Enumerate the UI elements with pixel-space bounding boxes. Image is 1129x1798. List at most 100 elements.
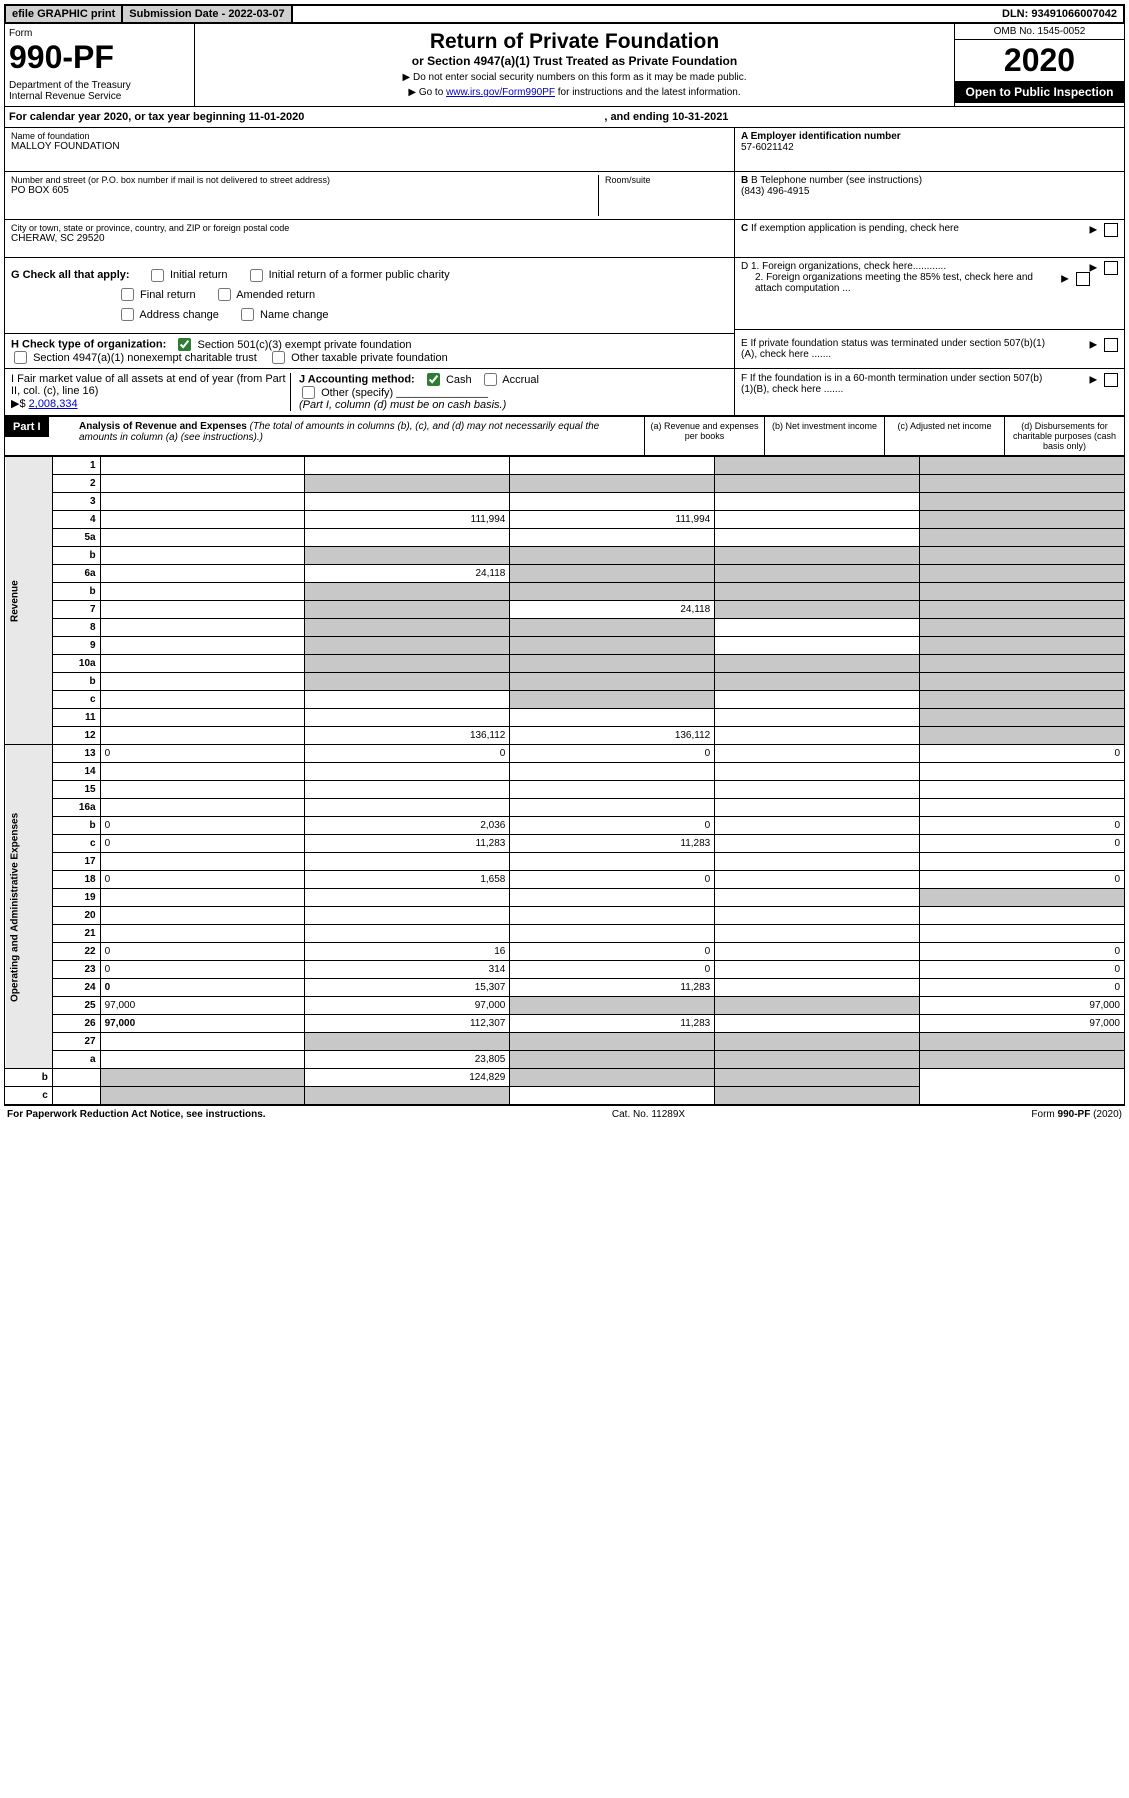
g-amended[interactable]: Amended return (215, 289, 315, 301)
table-row: 2201600 (5, 943, 1125, 961)
f-checkbox[interactable] (1104, 373, 1118, 387)
g-initial-former[interactable]: Initial return of a former public charit… (247, 269, 450, 281)
part1-header: Part I Analysis of Revenue and Expenses … (4, 416, 1125, 456)
section-f: F If the foundation is in a 60-month ter… (734, 369, 1124, 415)
table-row: 2597,00097,00097,000 (5, 997, 1125, 1015)
line-desc (100, 709, 305, 727)
line-number: 19 (52, 889, 100, 907)
cell-a (305, 853, 510, 871)
table-row: 8 (5, 619, 1125, 637)
cell-a (305, 529, 510, 547)
cell-a: 0 (305, 745, 510, 763)
line-desc (52, 1069, 100, 1087)
cell-a: 314 (305, 961, 510, 979)
cell-c (715, 781, 920, 799)
g-final[interactable]: Final return (118, 289, 196, 301)
line-desc (100, 889, 305, 907)
d1: D 1. Foreign organizations, check here..… (741, 261, 1051, 272)
cell-b (510, 691, 715, 709)
cell-d (920, 907, 1125, 925)
table-row: b (5, 583, 1125, 601)
table-row: c011,28311,2830 (5, 835, 1125, 853)
cell-b (510, 781, 715, 799)
cell-a: 15,307 (305, 979, 510, 997)
table-row: 14 (5, 763, 1125, 781)
cell-a (305, 637, 510, 655)
cell-b (510, 529, 715, 547)
cell-b: 11,283 (510, 1015, 715, 1033)
line-desc (100, 511, 305, 529)
line-number: 26 (52, 1015, 100, 1033)
cell-a (305, 475, 510, 493)
city: CHERAW, SC 29520 (11, 233, 728, 244)
j-other[interactable]: Other (specify) (299, 387, 393, 399)
line-number: 3 (52, 493, 100, 511)
cell-b: 11,283 (510, 979, 715, 997)
d2-checkbox[interactable] (1076, 272, 1090, 286)
cell-c (715, 493, 920, 511)
g-address[interactable]: Address change (118, 309, 219, 321)
line-desc: 0 (100, 943, 305, 961)
cell-b (510, 475, 715, 493)
cell-c (715, 799, 920, 817)
line-desc (100, 619, 305, 637)
g-initial[interactable]: Initial return (148, 269, 228, 281)
phone-label: B B Telephone number (see instructions) (741, 175, 1118, 186)
tax-year: 2020 (955, 40, 1124, 81)
cell-a (305, 925, 510, 943)
irs-link[interactable]: www.irs.gov/Form990PF (446, 87, 555, 98)
line-number: 11 (52, 709, 100, 727)
table-row: 4111,994111,994 (5, 511, 1125, 529)
cell-c (715, 817, 920, 835)
cell-d (920, 727, 1125, 745)
cell-c (715, 889, 920, 907)
cell-d (920, 547, 1125, 565)
table-row: 11 (5, 709, 1125, 727)
line-number: 7 (52, 601, 100, 619)
cell-a: 97,000 (305, 997, 510, 1015)
line-desc (100, 673, 305, 691)
cell-d (920, 457, 1125, 475)
cell-d (920, 619, 1125, 637)
g-name[interactable]: Name change (238, 309, 329, 321)
cell-d (920, 889, 1125, 907)
cell-a (305, 709, 510, 727)
cell-c (510, 1087, 715, 1105)
col-d: (d) Disbursements for charitable purpose… (1004, 417, 1124, 455)
cell-c (715, 655, 920, 673)
cell-a (305, 799, 510, 817)
h-501c3[interactable]: Section 501(c)(3) exempt private foundat… (175, 339, 411, 351)
line-desc (100, 457, 305, 475)
d2: 2. Foreign organizations meeting the 85%… (741, 272, 1051, 294)
line-number: b (52, 673, 100, 691)
cell-d (920, 799, 1125, 817)
line-desc (100, 781, 305, 799)
line-desc (100, 529, 305, 547)
cell-a (100, 1087, 305, 1105)
table-row: 2697,000112,30711,28397,000 (5, 1015, 1125, 1033)
e-checkbox[interactable] (1104, 338, 1118, 352)
cell-a: 2,036 (305, 817, 510, 835)
line-desc (100, 763, 305, 781)
cell-b: 0 (510, 961, 715, 979)
cell-a: 11,283 (305, 835, 510, 853)
cell-d (920, 781, 1125, 799)
h-4947[interactable]: Section 4947(a)(1) nonexempt charitable … (11, 352, 257, 364)
cell-a: 112,307 (305, 1015, 510, 1033)
footer-left: For Paperwork Reduction Act Notice, see … (7, 1109, 266, 1120)
line-number: 14 (52, 763, 100, 781)
d1-checkbox[interactable] (1104, 261, 1118, 275)
j-cash[interactable]: Cash (424, 374, 472, 386)
table-row: 724,118 (5, 601, 1125, 619)
cell-c (715, 1033, 920, 1051)
col-c: (c) Adjusted net income (884, 417, 1004, 455)
line-number: 8 (52, 619, 100, 637)
table-row: a23,805 (5, 1051, 1125, 1069)
phone: (843) 496-4915 (741, 186, 1118, 197)
h-other-tax[interactable]: Other taxable private foundation (269, 352, 448, 364)
cell-d (920, 709, 1125, 727)
c-checkbox[interactable] (1104, 223, 1118, 237)
j-accrual[interactable]: Accrual (481, 374, 539, 386)
table-row: 5a (5, 529, 1125, 547)
fmv-link[interactable]: 2,008,334 (29, 398, 78, 410)
